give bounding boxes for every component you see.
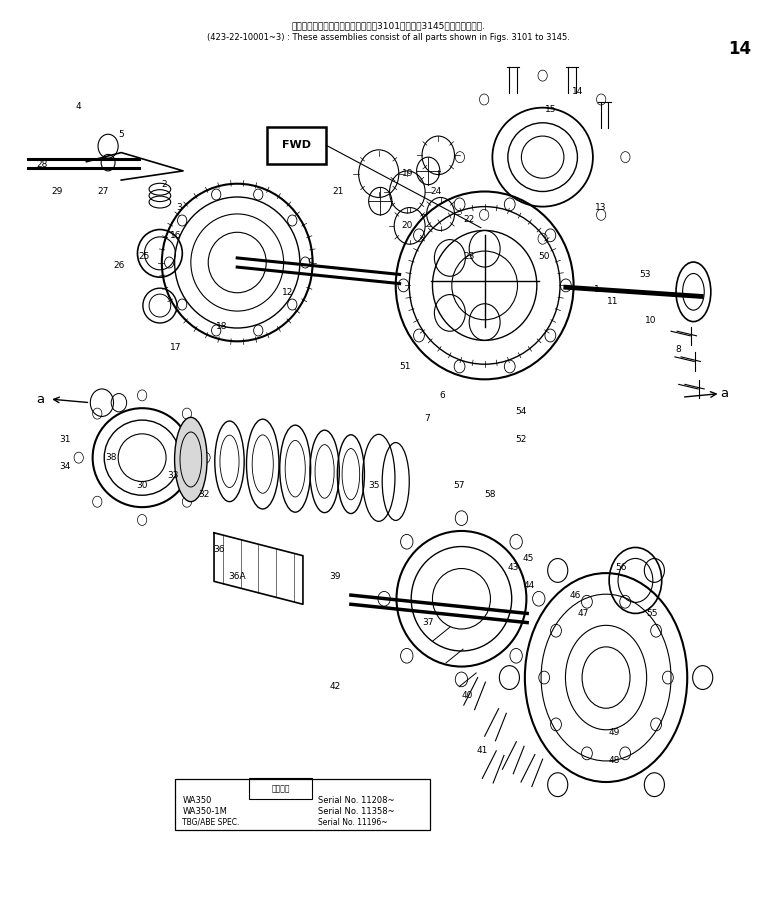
Text: (423-22-10001~3) : These assemblies consist of all parts shown in Figs. 3101 to : (423-22-10001~3) : These assemblies cons… <box>206 33 570 42</box>
Text: TBG/ABE SPEC.: TBG/ABE SPEC. <box>182 818 240 827</box>
Text: 18: 18 <box>216 323 227 331</box>
Text: 9: 9 <box>308 258 314 267</box>
Text: 39: 39 <box>330 573 341 582</box>
Text: 36: 36 <box>213 545 225 554</box>
Bar <box>268 127 326 164</box>
Text: 14: 14 <box>572 86 583 96</box>
Text: 42: 42 <box>330 682 341 691</box>
Text: 58: 58 <box>484 490 496 499</box>
Text: 14: 14 <box>729 40 751 58</box>
Text: 10: 10 <box>645 316 656 324</box>
Text: 30: 30 <box>137 481 148 490</box>
Bar <box>175 779 430 830</box>
Text: 50: 50 <box>539 252 550 261</box>
Text: 8: 8 <box>675 345 681 354</box>
Text: 適用号機: 適用号機 <box>272 784 289 793</box>
Text: 26: 26 <box>113 261 125 270</box>
Text: 3: 3 <box>176 203 182 212</box>
Text: 17: 17 <box>170 343 181 352</box>
Text: a: a <box>36 393 44 406</box>
Text: 43: 43 <box>508 563 519 573</box>
Text: 36A: 36A <box>228 573 246 582</box>
Text: 52: 52 <box>515 435 527 444</box>
Text: 34: 34 <box>59 462 71 471</box>
Text: Serial No. 11358~: Serial No. 11358~ <box>318 807 395 816</box>
Text: 7: 7 <box>424 414 430 423</box>
Text: a: a <box>720 387 729 400</box>
Text: 20: 20 <box>402 221 413 231</box>
Text: Serial No. 11196~: Serial No. 11196~ <box>318 818 388 827</box>
Text: 55: 55 <box>646 609 658 618</box>
Text: 48: 48 <box>608 755 619 765</box>
Text: 12: 12 <box>282 289 293 297</box>
Text: 38: 38 <box>106 453 117 462</box>
Text: 49: 49 <box>608 728 619 737</box>
Text: 6: 6 <box>439 391 445 400</box>
Text: 16: 16 <box>170 231 181 240</box>
Text: 5: 5 <box>119 130 124 139</box>
Text: WA350-1M: WA350-1M <box>182 807 227 816</box>
Text: これらのアセンブリの構成部品は第3101図から第3145図まで含みます.: これらのアセンブリの構成部品は第3101図から第3145図まで含みます. <box>291 21 485 30</box>
Text: 11: 11 <box>607 298 618 306</box>
Text: 35: 35 <box>369 481 379 490</box>
Text: 32: 32 <box>199 490 210 499</box>
Text: 2: 2 <box>161 180 167 189</box>
Text: 31: 31 <box>59 435 71 444</box>
Text: 29: 29 <box>51 187 63 197</box>
Text: 51: 51 <box>400 361 411 370</box>
Text: 54: 54 <box>515 407 527 416</box>
Text: 1: 1 <box>594 286 600 294</box>
Text: 19: 19 <box>402 169 413 178</box>
Text: 25: 25 <box>139 252 150 261</box>
Text: 15: 15 <box>545 105 556 114</box>
Text: 33: 33 <box>168 471 178 481</box>
Ellipse shape <box>175 417 207 502</box>
Text: 27: 27 <box>98 187 109 197</box>
Text: 24: 24 <box>431 187 442 197</box>
Text: 53: 53 <box>639 270 650 279</box>
Text: 45: 45 <box>523 554 535 563</box>
Text: 57: 57 <box>453 481 465 490</box>
Text: 4: 4 <box>76 102 81 111</box>
Text: 22: 22 <box>463 215 475 224</box>
Text: 28: 28 <box>36 160 47 169</box>
Text: 21: 21 <box>332 187 344 197</box>
Text: WA350: WA350 <box>182 796 212 805</box>
Text: Serial No. 11208~: Serial No. 11208~ <box>318 796 395 805</box>
Text: 46: 46 <box>570 591 580 599</box>
Text: 44: 44 <box>523 582 535 590</box>
Text: 13: 13 <box>595 203 606 212</box>
Bar <box>249 778 312 799</box>
Text: 23: 23 <box>463 252 475 261</box>
Text: 40: 40 <box>461 691 473 700</box>
Text: 56: 56 <box>616 563 627 573</box>
Text: 37: 37 <box>422 618 434 627</box>
Text: 47: 47 <box>577 609 588 618</box>
Text: 41: 41 <box>476 746 488 755</box>
Text: FWD: FWD <box>282 141 311 150</box>
